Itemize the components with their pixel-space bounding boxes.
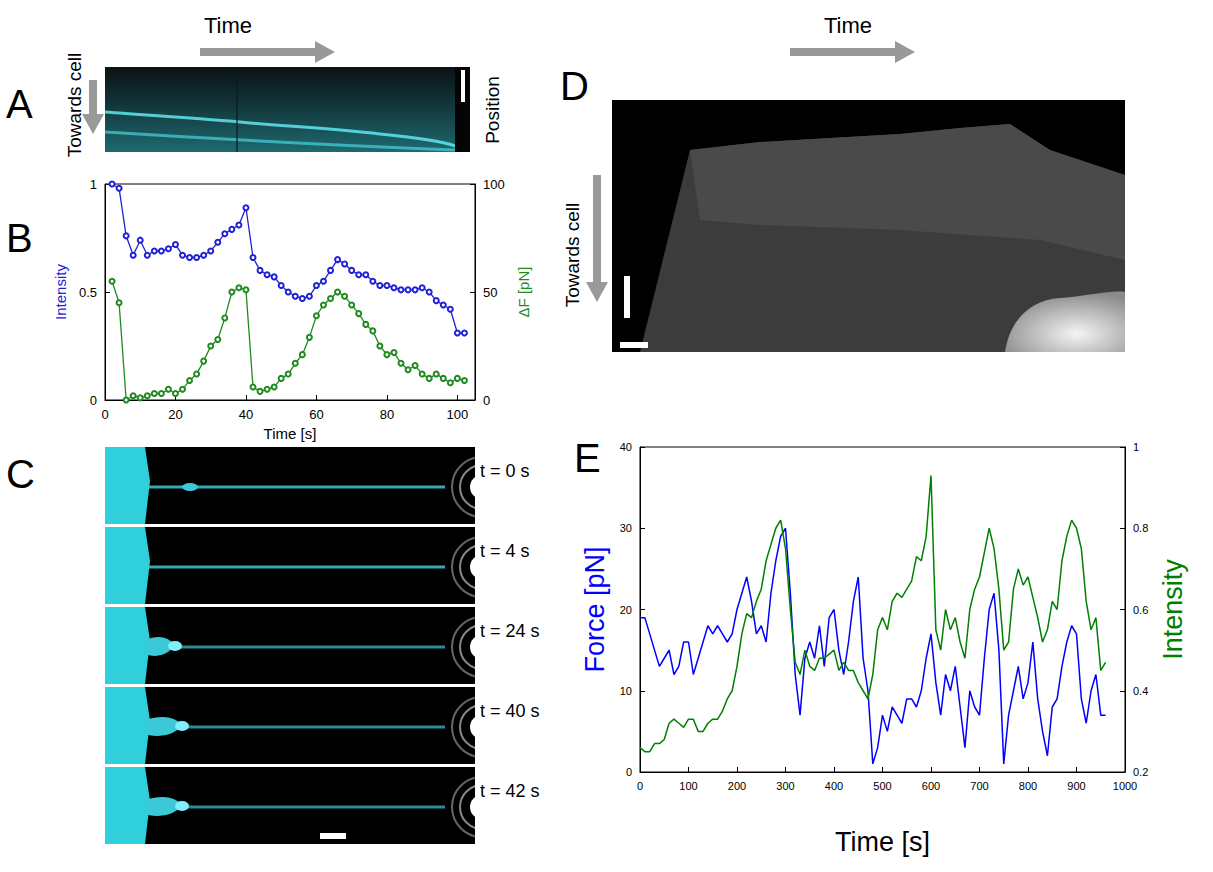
svg-text:Time [s]: Time [s] bbox=[835, 827, 930, 857]
svg-text:ΔF [pN]: ΔF [pN] bbox=[515, 267, 532, 318]
svg-text:Force [pN]: Force [pN] bbox=[580, 546, 610, 672]
svg-text:Time: Time bbox=[824, 13, 872, 38]
svg-text:60: 60 bbox=[309, 407, 323, 422]
svg-text:A: A bbox=[6, 82, 33, 126]
svg-text:0: 0 bbox=[90, 393, 97, 408]
svg-text:500: 500 bbox=[873, 780, 891, 792]
svg-text:Intensity: Intensity bbox=[1158, 559, 1188, 660]
svg-text:t = 42 s: t = 42 s bbox=[480, 781, 540, 801]
svg-text:10: 10 bbox=[620, 685, 632, 697]
svg-text:100: 100 bbox=[483, 177, 505, 192]
svg-text:1: 1 bbox=[90, 177, 97, 192]
svg-text:600: 600 bbox=[922, 780, 940, 792]
svg-text:300: 300 bbox=[776, 780, 794, 792]
svg-text:Towards cell: Towards cell bbox=[562, 203, 583, 308]
svg-text:0: 0 bbox=[483, 393, 490, 408]
svg-text:t = 24 s: t = 24 s bbox=[480, 621, 540, 641]
svg-text:E: E bbox=[574, 436, 601, 480]
svg-text:100: 100 bbox=[679, 780, 697, 792]
svg-text:D: D bbox=[560, 64, 589, 108]
svg-text:C: C bbox=[6, 452, 35, 496]
svg-text:0.2: 0.2 bbox=[1133, 766, 1148, 778]
svg-text:20: 20 bbox=[168, 407, 182, 422]
svg-text:800: 800 bbox=[1019, 780, 1037, 792]
svg-text:Time: Time bbox=[204, 13, 252, 38]
svg-text:0.5: 0.5 bbox=[79, 285, 97, 300]
svg-text:B: B bbox=[6, 216, 33, 260]
svg-text:Position: Position bbox=[482, 76, 503, 144]
svg-text:50: 50 bbox=[483, 285, 497, 300]
svg-text:1000: 1000 bbox=[1113, 780, 1137, 792]
svg-text:400: 400 bbox=[825, 780, 843, 792]
svg-text:0.4: 0.4 bbox=[1133, 685, 1148, 697]
svg-text:900: 900 bbox=[1067, 780, 1085, 792]
svg-text:80: 80 bbox=[380, 407, 394, 422]
svg-text:30: 30 bbox=[620, 522, 632, 534]
svg-text:Intensity: Intensity bbox=[52, 264, 69, 320]
svg-text:Towards cell: Towards cell bbox=[64, 53, 85, 158]
svg-text:0: 0 bbox=[101, 407, 108, 422]
svg-text:40: 40 bbox=[620, 441, 632, 453]
svg-text:t = 4 s: t = 4 s bbox=[480, 541, 530, 561]
svg-text:t = 0 s: t = 0 s bbox=[480, 461, 530, 481]
svg-text:0: 0 bbox=[626, 766, 632, 778]
svg-text:Time [s]: Time [s] bbox=[264, 425, 317, 442]
svg-text:0.6: 0.6 bbox=[1133, 604, 1148, 616]
svg-text:20: 20 bbox=[620, 604, 632, 616]
svg-text:0.8: 0.8 bbox=[1133, 522, 1148, 534]
svg-text:t = 40 s: t = 40 s bbox=[480, 701, 540, 721]
svg-text:700: 700 bbox=[970, 780, 988, 792]
svg-text:1: 1 bbox=[1133, 441, 1139, 453]
svg-text:100: 100 bbox=[447, 407, 469, 422]
svg-text:200: 200 bbox=[728, 780, 746, 792]
svg-text:40: 40 bbox=[239, 407, 253, 422]
svg-text:0: 0 bbox=[637, 780, 643, 792]
